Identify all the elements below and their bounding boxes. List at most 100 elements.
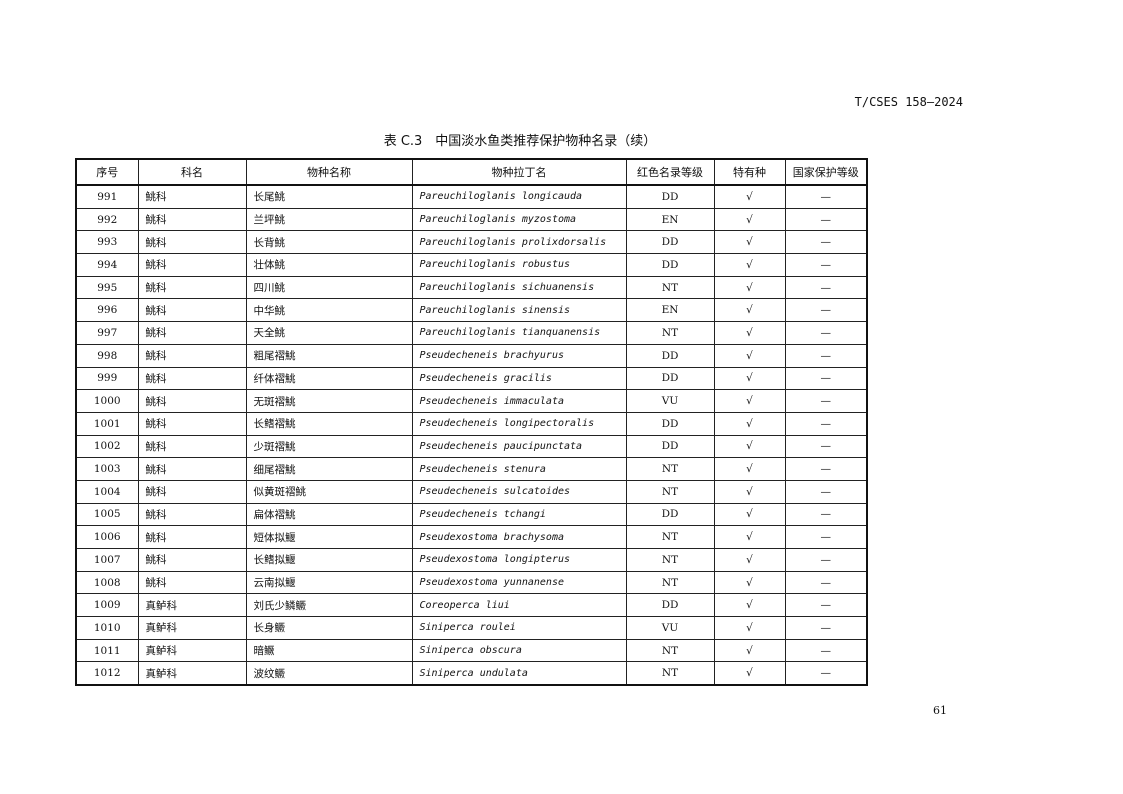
table-cell: 真鲈科 bbox=[137, 593, 247, 618]
table-cell: √ bbox=[713, 525, 786, 549]
table-cell: 鮡科 bbox=[137, 230, 247, 255]
table-cell: 鮡科 bbox=[137, 525, 247, 549]
table-cell: √ bbox=[713, 184, 786, 209]
table-cell: 四川鮡 bbox=[245, 275, 413, 300]
column-header: 特有种 bbox=[713, 158, 786, 186]
table-cell: √ bbox=[713, 253, 786, 277]
table-cell: 1006 bbox=[75, 525, 139, 549]
table-cell: 994 bbox=[75, 253, 139, 277]
table-cell: 似黄斑褶鮡 bbox=[245, 479, 413, 504]
table-cell: Pseudexostoma longipterus bbox=[411, 548, 627, 572]
table-cell: — bbox=[784, 593, 868, 618]
table-cell: NT bbox=[625, 638, 715, 663]
table-cell: 999 bbox=[75, 366, 139, 391]
table-cell: √ bbox=[713, 366, 786, 391]
table-cell: 1005 bbox=[75, 502, 139, 527]
table-cell: 真鲈科 bbox=[137, 638, 247, 663]
table-row: 1006 鮡科 短体拟鰋 Pseudexostoma brachysoma NT √ — bbox=[75, 525, 868, 549]
table-cell: 天全鮡 bbox=[245, 321, 413, 345]
table-cell: 长身鳜 bbox=[245, 616, 413, 640]
table-cell: 鮡科 bbox=[137, 343, 247, 368]
table-cell: Pareuchiloglanis prolixdorsalis bbox=[411, 230, 627, 255]
table-cell: — bbox=[784, 184, 868, 209]
table-cell: 壮体鮡 bbox=[245, 253, 413, 277]
column-header: 序号 bbox=[75, 158, 139, 186]
table-cell: 鮡科 bbox=[137, 207, 247, 232]
table-cell: — bbox=[784, 661, 868, 686]
table-cell: Siniperca roulei bbox=[411, 616, 627, 640]
table-cell: Pareuchiloglanis myzostoma bbox=[411, 207, 627, 232]
table-cell: √ bbox=[713, 343, 786, 368]
table-cell: 鮡科 bbox=[137, 548, 247, 572]
table-cell: EN bbox=[625, 298, 715, 323]
table-cell: Siniperca obscura bbox=[411, 638, 627, 663]
table-cell: 无斑褶鮡 bbox=[245, 389, 413, 413]
table-cell: 1008 bbox=[75, 570, 139, 595]
table-cell: √ bbox=[713, 593, 786, 618]
table-cell: 中华鮡 bbox=[245, 298, 413, 323]
table-cell: — bbox=[784, 548, 868, 572]
page-number: 61 bbox=[933, 704, 947, 717]
table-cell: — bbox=[784, 343, 868, 368]
table-row: 995 鮡科 四川鮡 Pareuchiloglanis sichuanensis NT √… bbox=[75, 275, 868, 300]
table-cell: 991 bbox=[75, 184, 139, 209]
table-cell: √ bbox=[713, 411, 786, 436]
column-header: 国家保护等级 bbox=[784, 158, 868, 186]
table-row: 992 鮡科 兰坪鮡 Pareuchiloglanis myzostoma EN √ — bbox=[75, 207, 868, 232]
table-cell: √ bbox=[713, 230, 786, 255]
table-cell: — bbox=[784, 457, 868, 481]
table-row: 1000 鮡科 无斑褶鮡 Pseudecheneis immaculata VU √ — bbox=[75, 389, 868, 413]
table-cell: 刘氏少鳞鳜 bbox=[245, 593, 413, 618]
table-row: 994 鮡科 壮体鮡 Pareuchiloglanis robustus DD √ — bbox=[75, 253, 868, 277]
table-cell: 波纹鳜 bbox=[245, 661, 413, 686]
table-cell: √ bbox=[713, 457, 786, 481]
table-cell: 1007 bbox=[75, 548, 139, 572]
table-cell: Pareuchiloglanis robustus bbox=[411, 253, 627, 277]
table-cell: 少斑褶鮡 bbox=[245, 434, 413, 459]
table-cell: — bbox=[784, 570, 868, 595]
table-cell: — bbox=[784, 479, 868, 504]
table-cell: NT bbox=[625, 275, 715, 300]
table-cell: Pseudecheneis gracilis bbox=[411, 366, 627, 391]
column-header: 红色名录等级 bbox=[625, 158, 715, 186]
column-header: 物种拉丁名 bbox=[411, 158, 627, 186]
table-cell: NT bbox=[625, 479, 715, 504]
table-cell: — bbox=[784, 411, 868, 436]
table-cell: — bbox=[784, 638, 868, 663]
table-cell: NT bbox=[625, 548, 715, 572]
table-cell: — bbox=[784, 616, 868, 640]
table-cell: — bbox=[784, 389, 868, 413]
table-cell: Pseudexostoma brachysoma bbox=[411, 525, 627, 549]
table-row: 999 鮡科 纤体褶鮡 Pseudecheneis gracilis DD √ — bbox=[75, 366, 868, 391]
table-cell: NT bbox=[625, 525, 715, 549]
table-cell: √ bbox=[713, 479, 786, 504]
table-cell: 993 bbox=[75, 230, 139, 255]
table-row: 1002 鮡科 少斑褶鮡 Pseudecheneis paucipunctata DD √… bbox=[75, 434, 868, 459]
table-cell: NT bbox=[625, 457, 715, 481]
table-row: 1010 真鲈科 长身鳜 Siniperca roulei VU √ — bbox=[75, 616, 868, 640]
column-header: 物种名称 bbox=[245, 158, 413, 186]
table-row: 1007 鮡科 长鳍拟鰋 Pseudexostoma longipterus NT √ — bbox=[75, 548, 868, 572]
table-cell: — bbox=[784, 321, 868, 345]
table-cell: Pseudecheneis sulcatoides bbox=[411, 479, 627, 504]
table-cell: 1002 bbox=[75, 434, 139, 459]
table-row: 1008 鮡科 云南拟鰋 Pseudexostoma yunnanense NT √ — bbox=[75, 570, 868, 595]
table-cell: NT bbox=[625, 570, 715, 595]
table-cell: Pseudecheneis paucipunctata bbox=[411, 434, 627, 459]
table-row: 1001 鮡科 长鳍褶鮡 Pseudecheneis longipectoralis D… bbox=[75, 411, 868, 436]
species-table: 序号 科名 物种名称 物种拉丁名 红色名录等级 特有种 国家保护等级 991 鮡科 长尾鮡 Par… bbox=[75, 158, 868, 687]
table-cell: 996 bbox=[75, 298, 139, 323]
table-cell: 云南拟鰋 bbox=[245, 570, 413, 595]
table-cell: 鮡科 bbox=[137, 389, 247, 413]
table-cell: 1004 bbox=[75, 479, 139, 504]
table-cell: Pareuchiloglanis tianquanensis bbox=[411, 321, 627, 345]
table-cell: √ bbox=[713, 570, 786, 595]
table-cell: √ bbox=[713, 616, 786, 640]
table-cell: DD bbox=[625, 343, 715, 368]
table-cell: 1010 bbox=[75, 616, 139, 640]
table-cell: Pseudecheneis brachyurus bbox=[411, 343, 627, 368]
table-cell: Pseudecheneis immaculata bbox=[411, 389, 627, 413]
table-cell: 1009 bbox=[75, 593, 139, 618]
table-cell: 1011 bbox=[75, 638, 139, 663]
table-cell: DD bbox=[625, 184, 715, 209]
